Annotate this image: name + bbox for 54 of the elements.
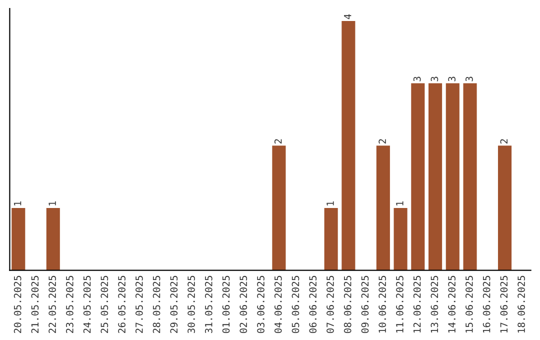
x-tick-label: 26.05.2025 (118, 276, 126, 333)
bar (498, 146, 512, 270)
data-label: 1 (14, 201, 22, 206)
data-label: 1 (326, 201, 334, 206)
bar (394, 208, 408, 270)
x-tick-label: 04.06.2025 (274, 276, 282, 334)
data-label: 2 (500, 139, 508, 144)
x-tick-label: 06.06.2025 (309, 276, 317, 334)
x-tick-label: 27.05.2025 (135, 276, 143, 333)
x-tick-label: 15.06.2025 (466, 276, 473, 333)
x-tick-label: 05.06.2025 (292, 276, 300, 334)
x-tick-label: 29.05.2025 (170, 276, 178, 333)
x-tick-label: 02.06.2025 (240, 276, 248, 334)
x-tick-label: 17.06.2025 (500, 276, 508, 333)
x-tick-label: 31.05.2025 (204, 276, 212, 334)
x-tick-label: 14.06.2025 (448, 276, 456, 333)
x-tick-label: 03.06.2025 (257, 276, 264, 334)
bar (376, 146, 390, 270)
x-tick-label: 24.05.2025 (83, 276, 91, 333)
x-tick-label: 28.05.2025 (152, 276, 160, 333)
x-tick-label: 11.06.2025 (396, 276, 404, 333)
bar (342, 20, 356, 270)
data-label: 3 (413, 76, 421, 82)
data-label: 2 (274, 139, 282, 144)
data-label: 1 (396, 201, 404, 206)
x-tick-label: 13.06.2025 (430, 276, 438, 333)
data-label: 3 (466, 76, 473, 82)
bar (428, 83, 442, 270)
bar (324, 208, 338, 270)
data-label: 2 (378, 139, 386, 144)
x-tick-label: 01.06.2025 (222, 276, 230, 334)
x-tick-label: 12.06.2025 (413, 276, 421, 333)
x-tick-label: 08.06.2025 (344, 276, 352, 334)
x-tick-label: 10.06.2025 (378, 276, 386, 333)
x-tick-label: 23.05.2025 (66, 276, 74, 333)
bar (463, 83, 477, 270)
x-tick-label: 16.06.2025 (482, 276, 490, 333)
x-tick-label: 18.06.2025 (518, 276, 525, 333)
bar (411, 83, 425, 270)
x-tick-label: 30.05.2025 (188, 276, 195, 334)
x-tick-label: 07.06.2025 (326, 276, 334, 334)
data-label: 3 (430, 76, 438, 82)
bar (272, 146, 286, 270)
bar (12, 208, 26, 270)
data-label: 1 (48, 201, 56, 206)
bar (46, 208, 60, 270)
bar (446, 83, 460, 270)
data-label: 3 (448, 76, 456, 82)
x-tick-label: 22.05.2025 (48, 276, 56, 333)
x-tick-label: 25.05.2025 (100, 276, 108, 333)
x-tick-label: 09.06.2025 (361, 276, 369, 334)
x-tick-label: 20.05.2025 (14, 276, 22, 333)
data-label: 4 (344, 14, 352, 20)
x-tick-label: 21.05.2025 (31, 276, 39, 333)
